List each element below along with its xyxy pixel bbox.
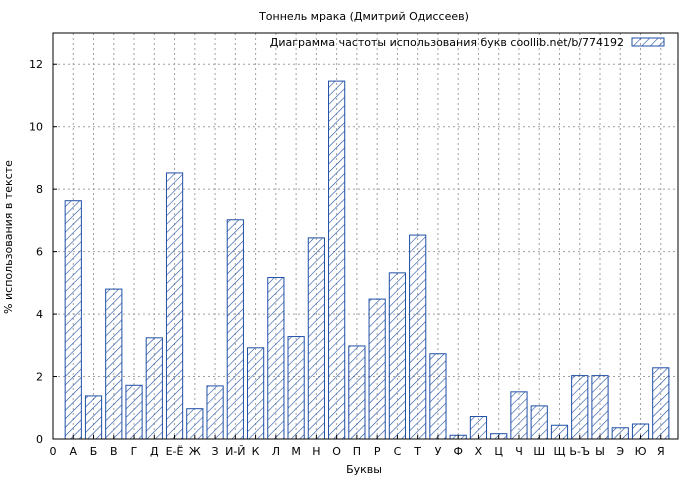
x-tick-label: Э — [616, 445, 624, 458]
x-tick-label: О — [332, 445, 341, 458]
x-tick-label: Ю — [635, 445, 647, 458]
bar — [165, 172, 184, 440]
x-tick-label: З — [212, 445, 219, 458]
x-tick-label: Р — [374, 445, 381, 458]
x-tick-label: У — [435, 445, 442, 458]
y-axis-label: % использования в тексте — [2, 160, 15, 314]
bar — [84, 395, 103, 440]
x-tick-label: Ч — [515, 445, 523, 458]
y-tick-label: 4 — [36, 308, 43, 321]
bar — [652, 367, 670, 440]
bar — [287, 336, 305, 440]
y-tick-label: 12 — [29, 58, 43, 71]
x-tick-label: Ж — [189, 445, 201, 458]
x-tick-label: Ь-Ъ — [569, 445, 590, 458]
bar — [328, 80, 346, 440]
bar — [388, 272, 407, 440]
bar — [591, 375, 609, 440]
legend-label: Диаграмма частоты использования букв coo… — [270, 36, 624, 49]
y-tick-label: 10 — [29, 121, 43, 134]
x-tick-label: Д — [150, 445, 159, 458]
x-tick-label: К — [252, 445, 260, 458]
bar — [267, 277, 285, 440]
bar — [226, 219, 244, 440]
x-tick-label: А — [69, 445, 77, 458]
x-tick-label: Е-Ё — [166, 445, 184, 458]
x-tick-label: Н — [312, 445, 320, 458]
bar — [125, 384, 143, 440]
x-tick-label: Ы — [595, 445, 605, 458]
bar — [530, 405, 548, 440]
axes — [52, 32, 679, 440]
x-tick-label: Л — [272, 445, 280, 458]
x-tick-label: 0 — [50, 445, 57, 458]
x-tick-label: Г — [131, 445, 138, 458]
bar — [429, 353, 447, 440]
y-ticks: 0 2 4 6 8 10 12 — [29, 58, 57, 446]
legend: Диаграмма частоты использования букв coo… — [270, 36, 665, 49]
x-tick-label: Я — [657, 445, 665, 458]
x-tick-label: И-Й — [225, 445, 245, 458]
bar — [409, 234, 427, 440]
bar — [186, 408, 204, 440]
y-tick-label: 0 — [36, 433, 43, 446]
bar — [105, 288, 123, 440]
plot-frame — [52, 32, 679, 440]
x-tick-label: Б — [90, 445, 98, 458]
x-tick-label: П — [353, 445, 361, 458]
y-tick-label: 6 — [36, 246, 43, 259]
x-tick-label: С — [394, 445, 402, 458]
bar — [307, 237, 325, 440]
bar — [510, 391, 528, 440]
bar — [246, 347, 265, 440]
x-tick-label: Ц — [494, 445, 503, 458]
x-tick-label: Х — [475, 445, 483, 458]
y-tick-label: 2 — [36, 371, 43, 384]
bar — [348, 345, 366, 440]
bar — [571, 375, 589, 440]
x-tick-label: Ш — [533, 445, 545, 458]
x-tick-label: Щ — [553, 445, 565, 458]
x-tick-label: В — [110, 445, 118, 458]
bar — [64, 200, 82, 440]
bar — [206, 385, 224, 440]
x-tick-label: Т — [413, 445, 421, 458]
y-tick-label: 8 — [36, 183, 43, 196]
legend-swatch — [631, 37, 665, 47]
chart-title: Тоннель мрака (Дмитрий Одиссеев) — [258, 10, 469, 23]
bar — [368, 298, 386, 440]
x-tick-label: Ф — [453, 445, 462, 458]
bar — [145, 337, 163, 440]
x-axis-label: Буквы — [346, 463, 382, 476]
bars — [64, 80, 670, 440]
x-tick-label: М — [291, 445, 301, 458]
x-ticks: 0 А Б В Г Д Е-Ё Ж З И-Й К Л М Н О П Р С Т У Ф Х Ц Ч Ш Щ Ь-Ъ Ы Э Ю Я — [50, 435, 665, 458]
